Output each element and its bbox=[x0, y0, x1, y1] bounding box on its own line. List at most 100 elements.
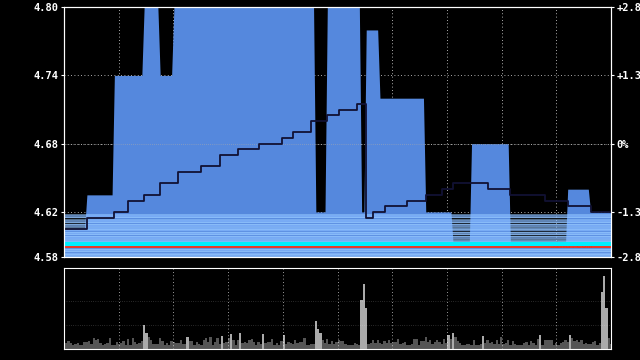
Bar bbox=[289, 342, 292, 349]
Bar bbox=[498, 345, 500, 349]
Bar bbox=[111, 345, 113, 349]
Bar bbox=[440, 344, 443, 349]
Bar bbox=[63, 339, 65, 349]
Bar bbox=[164, 345, 166, 349]
Bar bbox=[447, 335, 450, 349]
Bar bbox=[415, 339, 418, 349]
Bar bbox=[589, 345, 592, 349]
Bar bbox=[571, 338, 573, 349]
Bar bbox=[539, 335, 541, 349]
Bar bbox=[585, 343, 587, 349]
Bar bbox=[321, 340, 324, 349]
Bar bbox=[319, 333, 321, 349]
Bar bbox=[461, 345, 463, 349]
Bar bbox=[104, 344, 106, 349]
Bar bbox=[209, 337, 212, 349]
Bar bbox=[463, 345, 466, 349]
Bar bbox=[459, 343, 461, 349]
Bar bbox=[79, 345, 81, 349]
Bar bbox=[543, 340, 546, 349]
Bar bbox=[191, 341, 193, 349]
Bar bbox=[148, 337, 150, 349]
Bar bbox=[342, 341, 344, 349]
Bar bbox=[113, 345, 115, 349]
Bar bbox=[594, 341, 596, 349]
Bar bbox=[402, 343, 404, 349]
Bar bbox=[338, 340, 340, 349]
Bar bbox=[445, 343, 447, 349]
Bar bbox=[344, 343, 347, 349]
Bar bbox=[562, 342, 564, 349]
Bar bbox=[214, 342, 216, 349]
Bar bbox=[392, 342, 395, 349]
Bar bbox=[132, 338, 134, 349]
Bar bbox=[404, 342, 406, 349]
Bar bbox=[365, 308, 367, 349]
Bar bbox=[324, 343, 326, 349]
Bar bbox=[569, 335, 571, 349]
Bar bbox=[550, 341, 553, 349]
Bar bbox=[109, 338, 111, 349]
Bar bbox=[420, 341, 422, 349]
Bar bbox=[580, 340, 582, 349]
Bar bbox=[202, 340, 205, 349]
Bar bbox=[566, 342, 569, 349]
Bar bbox=[257, 342, 260, 349]
Bar bbox=[251, 339, 253, 349]
Bar bbox=[603, 275, 605, 349]
Bar bbox=[518, 345, 521, 349]
Bar bbox=[255, 345, 257, 349]
Bar bbox=[466, 344, 468, 349]
Bar bbox=[477, 345, 479, 349]
Bar bbox=[97, 338, 99, 349]
Bar bbox=[564, 340, 566, 349]
Bar bbox=[333, 344, 335, 349]
Bar bbox=[349, 345, 351, 349]
Bar bbox=[166, 343, 168, 349]
Bar bbox=[315, 320, 317, 349]
Bar bbox=[99, 343, 102, 349]
Bar bbox=[150, 340, 152, 349]
Bar bbox=[186, 337, 189, 349]
Bar bbox=[596, 345, 598, 349]
Bar bbox=[241, 342, 244, 349]
Bar bbox=[317, 329, 319, 349]
Bar bbox=[534, 345, 537, 349]
Bar bbox=[427, 342, 429, 349]
Bar bbox=[484, 343, 486, 349]
Bar bbox=[413, 339, 415, 349]
Bar bbox=[136, 344, 138, 349]
Bar bbox=[310, 344, 312, 349]
Bar bbox=[83, 342, 86, 349]
Bar bbox=[64, 245, 611, 247]
Bar bbox=[374, 342, 376, 349]
Bar bbox=[115, 342, 118, 349]
Bar bbox=[399, 344, 402, 349]
Bar bbox=[328, 344, 331, 349]
Bar bbox=[418, 345, 420, 349]
Bar bbox=[578, 342, 580, 349]
Bar bbox=[434, 342, 436, 349]
Bar bbox=[454, 337, 457, 349]
Bar bbox=[390, 343, 392, 349]
Bar bbox=[370, 343, 372, 349]
Bar bbox=[228, 338, 230, 349]
Bar bbox=[278, 345, 280, 349]
Bar bbox=[301, 342, 303, 349]
Bar bbox=[93, 338, 95, 349]
Bar bbox=[447, 335, 450, 349]
Bar bbox=[379, 343, 381, 349]
Bar bbox=[64, 232, 611, 234]
Bar bbox=[292, 344, 294, 349]
Bar bbox=[443, 339, 445, 349]
Bar bbox=[326, 339, 328, 349]
Bar bbox=[436, 340, 438, 349]
Bar bbox=[601, 292, 603, 349]
Bar bbox=[170, 341, 173, 349]
Bar bbox=[74, 344, 77, 349]
Bar bbox=[486, 340, 489, 349]
Bar bbox=[358, 345, 360, 349]
Bar bbox=[184, 344, 186, 349]
Bar bbox=[573, 342, 576, 349]
Bar bbox=[605, 308, 608, 349]
